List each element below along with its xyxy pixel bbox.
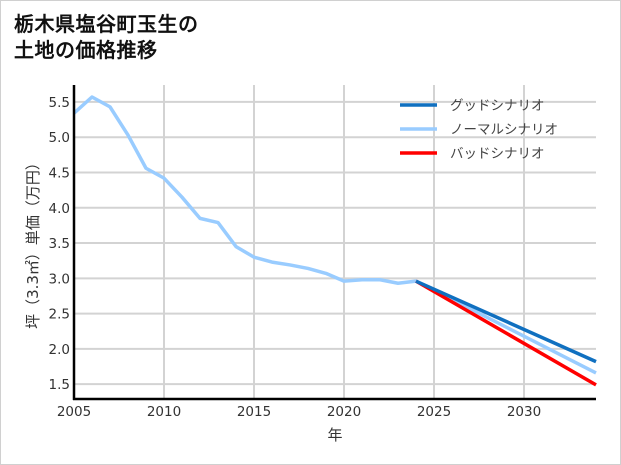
y-tick-label: 1.5: [49, 377, 70, 393]
tick-labels: 1.5 2.0 2.5 3.0 3.5 4.0 4.5 5.0 5.5 2005 2010 2015 2…: [49, 95, 542, 420]
y-tick-label: 3.5: [49, 236, 70, 252]
x-tick-label: 2020: [327, 404, 361, 420]
y-axis-label: 坪（3.3㎡）単価（万円）: [24, 155, 42, 329]
series-line: [72, 95, 597, 375]
legend-label: グッドシナリオ: [450, 98, 545, 114]
y-tick-label: 4.5: [49, 165, 70, 181]
series-lines: [72, 95, 597, 387]
x-tick-label: 2030: [507, 404, 541, 420]
y-tick-label: 4.0: [49, 201, 70, 217]
chart-title-line2: 土地の価格推移: [14, 38, 158, 62]
y-tick-label: 5.0: [49, 130, 70, 146]
x-tick-label: 2005: [57, 404, 91, 420]
x-axis-label: 年: [327, 426, 342, 444]
x-tick-label: 2025: [417, 404, 451, 420]
y-tick-label: 3.0: [49, 271, 70, 287]
chart-title-line1: 栃木県塩谷町玉生の: [14, 12, 199, 36]
gridlines: [74, 85, 596, 399]
axes: [72, 85, 596, 401]
legend-label: ノーマルシナリオ: [450, 122, 558, 138]
y-tick-label: 2.5: [49, 307, 70, 323]
x-tick-label: 2010: [147, 404, 181, 420]
y-tick-label: 2.0: [49, 342, 70, 358]
series-line: [415, 279, 597, 364]
x-tick-label: 2015: [237, 404, 271, 420]
series-line: [415, 279, 597, 387]
y-tick-label: 5.5: [49, 95, 70, 111]
chart-title: 栃木県塩谷町玉生の 土地の価格推移: [14, 11, 199, 63]
legend-label: バッドシナリオ: [450, 146, 545, 162]
